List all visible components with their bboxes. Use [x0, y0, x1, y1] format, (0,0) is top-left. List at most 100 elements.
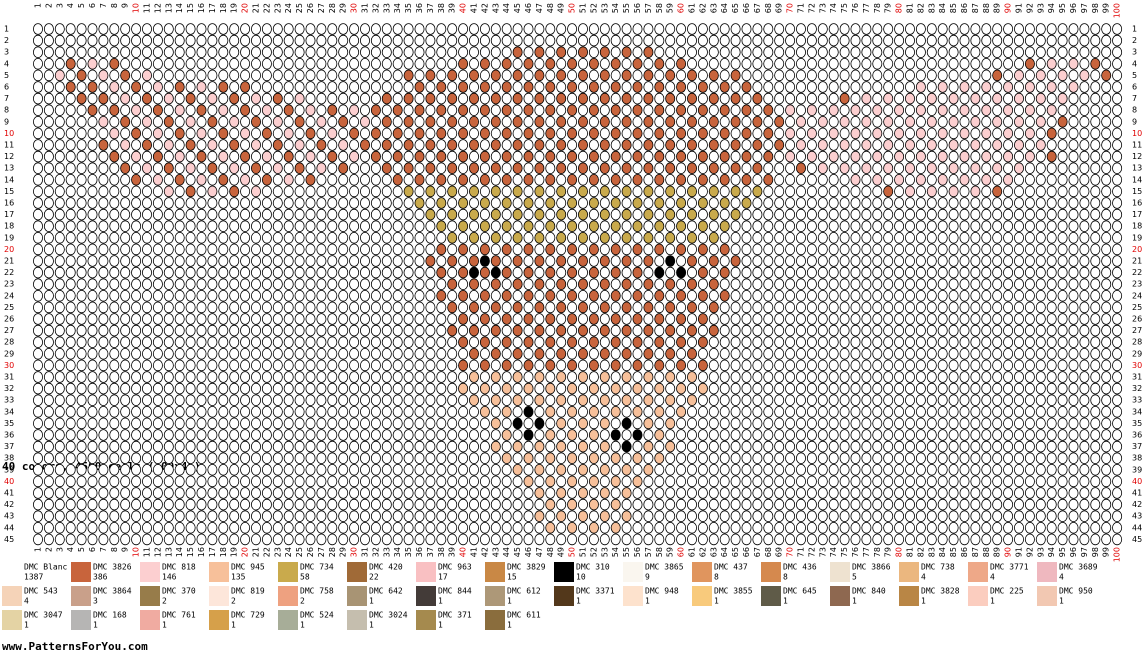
- column-label: 15: [186, 547, 195, 557]
- bead-cell: [381, 92, 392, 105]
- bead-cell: [43, 92, 54, 105]
- bead-cell: [316, 162, 327, 175]
- bead-cell: [567, 185, 578, 198]
- bead-cell: [665, 417, 676, 430]
- bead-cell: [806, 382, 817, 395]
- bead-cell: [370, 23, 381, 35]
- bead-cell: [839, 313, 850, 325]
- bead-cell: [283, 255, 294, 267]
- bead-cell: [905, 533, 916, 546]
- bead-cell: [349, 23, 360, 35]
- bead-cell: [523, 324, 534, 337]
- bead-cell: [785, 475, 796, 488]
- bead-cell: [141, 510, 152, 523]
- bead-cell: [1035, 313, 1046, 325]
- bead-cell: [687, 23, 698, 35]
- bead-cell: [578, 359, 589, 372]
- bead-cell: [839, 498, 850, 511]
- bead-cell: [196, 475, 207, 488]
- bead-cell: [218, 23, 229, 35]
- column-label: 12: [153, 3, 162, 13]
- bead-cell: [676, 46, 687, 58]
- legend-name: DMC 3865: [645, 563, 684, 572]
- bead-cell: [1068, 313, 1079, 325]
- bead-cell: [33, 498, 44, 511]
- bead-cell: [523, 150, 534, 163]
- bead-cell: [501, 266, 512, 279]
- bead-cell: [1112, 34, 1123, 47]
- bead-cell: [905, 278, 916, 291]
- bead-cell: [828, 23, 839, 35]
- bead-cell: [981, 498, 992, 511]
- bead-cell: [1024, 139, 1035, 151]
- bead-cell: [54, 46, 65, 58]
- bead-cell: [240, 289, 251, 302]
- legend-count: 4: [921, 573, 926, 582]
- legend-swatch: [761, 586, 781, 606]
- legend-swatch: [209, 586, 229, 606]
- column-label: 84: [938, 547, 947, 557]
- bead-cell: [523, 510, 534, 523]
- bead-cell: [501, 104, 512, 116]
- bead-cell: [915, 150, 926, 163]
- bead-cell: [512, 498, 523, 511]
- bead-cell: [774, 313, 785, 325]
- bead-cell: [131, 116, 142, 128]
- bead-cell: [261, 417, 272, 430]
- bead-cell: [436, 208, 447, 221]
- bead-cell: [937, 243, 948, 256]
- bead-cell: [370, 487, 381, 499]
- bead-cell: [643, 382, 654, 395]
- bead-cell: [414, 463, 425, 476]
- bead-cell: [490, 266, 501, 279]
- bead-cell: [174, 266, 185, 279]
- bead-cell: [65, 475, 76, 488]
- bead-cell: [54, 336, 65, 349]
- bead-cell: [588, 185, 599, 198]
- row-label: 4: [4, 59, 9, 68]
- bead-cell: [403, 92, 414, 105]
- bead-cell: [370, 174, 381, 186]
- bead-cell: [359, 394, 370, 407]
- bead-cell: [578, 475, 589, 488]
- row-label: 29: [4, 349, 14, 358]
- bead-cell: [359, 324, 370, 337]
- bead-cell: [556, 533, 567, 546]
- column-label: 74: [829, 3, 838, 13]
- column-label: 62: [698, 3, 707, 13]
- bead-cell: [163, 487, 174, 499]
- column-label: 29: [339, 547, 348, 557]
- bead-cell: [272, 57, 283, 70]
- bead-cell: [261, 266, 272, 279]
- row-label: 44: [4, 523, 14, 532]
- bead-cell: [632, 382, 643, 395]
- bead-cell: [719, 463, 730, 476]
- bead-cell: [599, 127, 610, 140]
- bead-cell: [643, 417, 654, 430]
- bead-cell: [392, 243, 403, 256]
- bead-cell: [479, 255, 490, 267]
- bead-cell: [501, 243, 512, 256]
- bead-cell: [425, 359, 436, 372]
- bead-cell: [687, 371, 698, 383]
- bead-cell: [229, 452, 240, 465]
- bead-cell: [43, 533, 54, 546]
- bead-cell: [719, 266, 730, 279]
- bead-cell: [141, 347, 152, 360]
- bead-cell: [687, 197, 698, 209]
- bead-cell: [370, 116, 381, 128]
- bead-cell: [697, 139, 708, 151]
- bead-cell: [1014, 463, 1025, 476]
- bead-cell: [534, 185, 545, 198]
- row-label: 16: [1132, 199, 1142, 208]
- legend-swatch: [71, 610, 91, 630]
- bead-cell: [207, 452, 218, 465]
- bead-cell: [1112, 289, 1123, 302]
- legend-count: 2: [162, 597, 167, 606]
- bead-cell: [850, 208, 861, 221]
- bead-cell: [1014, 23, 1025, 35]
- column-label: 6: [88, 3, 97, 8]
- bead-cell: [305, 394, 316, 407]
- bead-cell: [163, 127, 174, 140]
- bead-cell: [512, 220, 523, 233]
